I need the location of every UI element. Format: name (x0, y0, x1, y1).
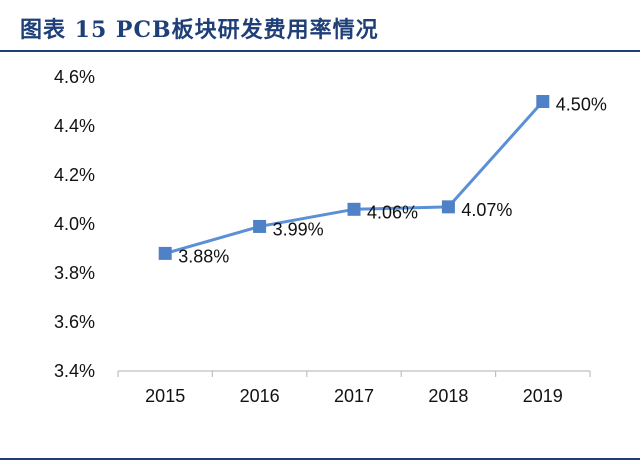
y-tick-label: 3.6% (54, 312, 95, 332)
figure-title: 图表 15 PCB板块研发费用率情况 (20, 17, 379, 43)
data-point-marker (347, 202, 361, 216)
data-labels: 3.88% 3.99% 4.06% 4.07% 4.50% (178, 95, 607, 267)
figure-header: 图表 15 PCB板块研发费用率情况 (0, 0, 640, 50)
data-point-marker (158, 246, 172, 260)
y-tick-label: 3.8% (54, 263, 95, 283)
x-tick-label: 2019 (523, 386, 563, 406)
y-tick-label: 4.2% (54, 165, 95, 185)
y-tick-label: 4.4% (54, 116, 95, 136)
data-label: 4.06% (367, 202, 418, 222)
data-point-marker (253, 219, 267, 233)
title-rule (0, 50, 640, 52)
data-label: 3.88% (178, 246, 229, 266)
x-tick-label: 2017 (334, 386, 374, 406)
series-group (158, 95, 550, 260)
footer-rule (0, 458, 640, 460)
x-tick-label: 2016 (240, 386, 280, 406)
x-tick-label: 2015 (145, 386, 185, 406)
y-axis: 3.4% 3.6% 3.8% 4.0% 4.2% 4.4% 4.6% (54, 67, 95, 381)
data-label: 4.07% (461, 200, 512, 220)
data-label: 3.99% (273, 219, 324, 239)
series-line (164, 100, 544, 255)
y-tick-label: 3.4% (54, 361, 95, 381)
x-tick-label: 2018 (428, 386, 468, 406)
y-tick-label: 4.0% (54, 214, 95, 234)
data-point-marker (441, 200, 455, 214)
x-axis: 2015 2016 2017 2018 2019 (117, 370, 591, 406)
data-label: 4.50% (556, 95, 607, 115)
y-tick-label: 4.6% (54, 67, 95, 87)
data-point-marker (536, 95, 550, 108)
